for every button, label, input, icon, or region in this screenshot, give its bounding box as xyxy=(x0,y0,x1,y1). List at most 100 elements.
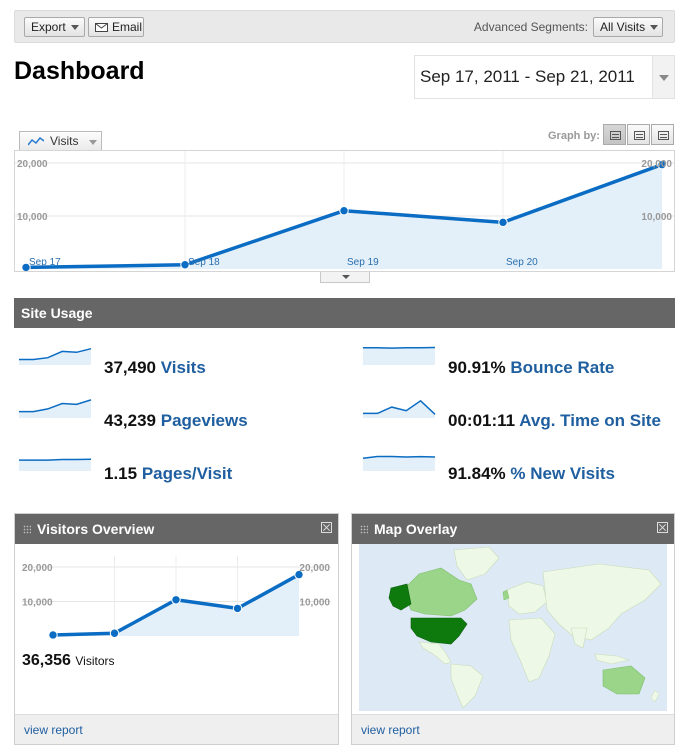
y-tick-label: 10,000 xyxy=(641,212,672,223)
y-tick-label: 10,000 xyxy=(17,212,48,223)
date-range-picker[interactable]: Sep 17, 2011 - Sep 21, 2011 xyxy=(414,55,675,99)
visits-chart-svg: 10,000 10,000 20,000 20,000 Sep 17 Sep 18 Sep … xyxy=(15,151,674,271)
drag-handle-icon[interactable] xyxy=(23,525,31,534)
view-report-link[interactable]: view report xyxy=(24,723,83,737)
export-button[interactable]: Export xyxy=(24,17,85,37)
chevron-down-icon xyxy=(650,25,659,31)
sparkline xyxy=(362,455,436,471)
envelope-icon xyxy=(95,23,108,32)
site-usage-header: Site Usage xyxy=(14,298,675,328)
map-region-alaska[interactable] xyxy=(388,583,412,611)
page-title: Dashboard xyxy=(14,57,145,85)
metric-link[interactable]: Pageviews xyxy=(160,411,248,430)
data-point[interactable] xyxy=(339,206,349,216)
metric-value: 00:01:11 xyxy=(448,411,516,430)
y-tick-label: 20,000 xyxy=(641,159,672,170)
y-tick-label: 20,000 xyxy=(22,563,53,574)
report-toolbar: Export Email Advanced Segments: All Visi… xyxy=(14,10,675,43)
data-point[interactable] xyxy=(232,603,243,614)
metric-avg-time-on-site: 00:01:11 Avg. Time on Site xyxy=(448,411,661,431)
sparkline xyxy=(363,346,436,365)
y-tick-label: 10,000 xyxy=(22,598,53,609)
close-icon[interactable] xyxy=(321,522,332,533)
graph-by-day-icon[interactable] xyxy=(603,124,626,145)
y-tick-label: 10,000 xyxy=(299,598,330,609)
graph-by-month-icon[interactable] xyxy=(651,124,674,145)
map-region-europe[interactable] xyxy=(506,581,548,615)
chevron-down-icon xyxy=(89,140,97,145)
segments-select[interactable]: All Visits xyxy=(593,17,663,37)
map-overlay-footer: view report xyxy=(352,714,674,744)
metric-bounce-rate: 90.91% Bounce Rate xyxy=(448,358,614,378)
metric-pageviews: 43,239 Pageviews xyxy=(104,411,248,431)
email-button[interactable]: Email xyxy=(88,17,144,37)
email-label: Email xyxy=(112,20,143,34)
sparkline xyxy=(19,458,92,471)
visitors-overview-footer: view report xyxy=(15,714,338,744)
map-overlay-widget: Map Overlay xyxy=(351,513,675,745)
visitors-chart-svg: 10,000 10,000 20,000 20,000 xyxy=(22,556,331,640)
visitors-count: 36,356 Visitors xyxy=(22,652,115,670)
close-icon[interactable] xyxy=(657,522,668,533)
graph-metric-select[interactable]: Visits xyxy=(19,131,102,151)
data-point[interactable] xyxy=(21,262,31,271)
map-region-mexico[interactable] xyxy=(418,641,452,665)
drag-handle-icon[interactable] xyxy=(360,525,368,534)
map-overlay-header: Map Overlay xyxy=(352,514,674,544)
export-label: Export xyxy=(31,20,66,34)
world-map[interactable] xyxy=(359,544,667,711)
map-region-usa[interactable] xyxy=(410,617,468,645)
data-point[interactable] xyxy=(657,159,667,170)
metric-link[interactable]: Pages/Visit xyxy=(141,464,233,483)
map-region-australia[interactable] xyxy=(602,665,646,695)
visits-chart: 10,000 10,000 20,000 20,000 Sep 17 Sep 18 Sep … xyxy=(14,150,675,272)
x-tick-label: Sep 19 xyxy=(347,257,379,268)
map-overlay-title: Map Overlay xyxy=(374,521,458,537)
map-region-greenland[interactable] xyxy=(453,546,500,581)
metric-link[interactable]: % New Visits xyxy=(510,464,615,483)
map-region-asia[interactable] xyxy=(542,563,662,641)
visitors-overview-title: Visitors Overview xyxy=(37,521,155,537)
map-region-new-zealand[interactable] xyxy=(650,689,660,703)
data-point[interactable] xyxy=(498,217,508,228)
view-report-link[interactable]: view report xyxy=(361,723,420,737)
map-region-canada[interactable] xyxy=(405,567,478,617)
chevron-down-icon xyxy=(70,25,79,31)
metric-link[interactable]: Visits xyxy=(160,358,206,377)
graph-by-week-icon[interactable] xyxy=(627,124,650,145)
map-region-africa[interactable] xyxy=(508,617,556,683)
y-tick-label: 20,000 xyxy=(299,563,330,574)
x-tick-label: Sep 20 xyxy=(506,257,538,268)
visitors-overview-widget: Visitors Overview 10,000 10,000 20,000 20,0… xyxy=(14,513,339,745)
metric-visits: 37,490 Visits xyxy=(104,358,206,378)
data-point[interactable] xyxy=(171,595,181,605)
x-tick-label: Sep 17 xyxy=(29,257,61,268)
advanced-segments-label: Advanced Segments: xyxy=(473,20,588,34)
metric-link[interactable]: Avg. Time on Site xyxy=(519,411,661,430)
chevron-down-icon[interactable] xyxy=(652,56,674,98)
visitors-overview-header: Visitors Overview xyxy=(15,514,338,544)
sparkline xyxy=(19,399,92,418)
world-map-svg xyxy=(388,546,662,709)
metric-link[interactable]: Bounce Rate xyxy=(510,358,615,377)
y-tick-label: 20,000 xyxy=(17,159,48,170)
visitors-count-value: 36,356 xyxy=(22,652,71,669)
metric-value: 43,239 xyxy=(104,411,156,430)
collapse-chart-button[interactable] xyxy=(320,272,370,283)
graph-metric-label: Visits xyxy=(50,134,79,148)
map-region-south-america[interactable] xyxy=(450,663,484,709)
graph-by-label: Graph by: xyxy=(548,130,600,142)
data-point[interactable] xyxy=(109,628,120,638)
series-area xyxy=(53,574,299,636)
map-region-indonesia[interactable] xyxy=(594,653,631,665)
data-point[interactable] xyxy=(294,569,304,580)
metric--new-visits: 91.84% % New Visits xyxy=(448,464,615,484)
series-area xyxy=(26,164,662,269)
data-point[interactable] xyxy=(180,260,190,270)
map-region-india[interactable] xyxy=(570,627,588,649)
segments-value: All Visits xyxy=(600,20,646,34)
sparkline xyxy=(363,399,436,418)
data-point[interactable] xyxy=(48,630,58,640)
map-region-uk[interactable] xyxy=(502,589,510,601)
metric-pages-visit: 1.15 Pages/Visit xyxy=(104,464,232,484)
